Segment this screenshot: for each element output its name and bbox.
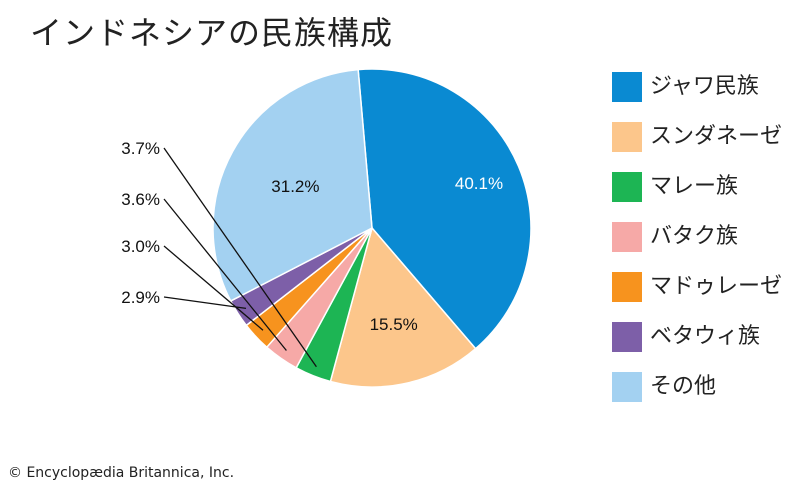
legend-label: その他 <box>650 374 717 399</box>
legend-swatch <box>612 322 642 352</box>
legend-label: ジャワ民族 <box>650 74 759 99</box>
chart-title: インドネシアの民族構成 <box>30 14 394 52</box>
slice-label-2: 15.5% <box>370 315 418 334</box>
leader-line-6 <box>163 296 247 310</box>
legend-swatch <box>612 172 642 202</box>
slice-label-7: 31.2% <box>271 177 319 196</box>
legend-label: マドゥレーゼ <box>650 274 783 299</box>
legend-swatch <box>612 272 642 302</box>
pie-slice-1 <box>357 68 532 350</box>
leader-line-3 <box>163 147 317 368</box>
legend-label: バタク族 <box>650 224 739 249</box>
leader-line-4 <box>163 198 287 351</box>
slice-label-1: 40.1% <box>455 174 503 193</box>
legend-swatch <box>612 72 642 102</box>
copyright-notice: © Encyclopædia Britannica, Inc. <box>8 465 235 481</box>
legend-label: ベタウィ族 <box>650 324 761 349</box>
slice-label-6: 2.9% <box>121 288 160 307</box>
legend-swatch <box>612 372 642 402</box>
legend-swatch <box>612 122 642 152</box>
legend-label: スンダネーゼ <box>650 124 783 149</box>
pie-slice-2 <box>329 226 477 388</box>
slice-label-3: 3.7% <box>121 139 160 158</box>
legend-label: マレー族 <box>650 174 739 199</box>
leader-line-5 <box>163 245 264 331</box>
legend-swatch <box>612 222 642 252</box>
slice-label-4: 3.6% <box>121 190 160 209</box>
slice-label-5: 3.0% <box>121 237 160 256</box>
